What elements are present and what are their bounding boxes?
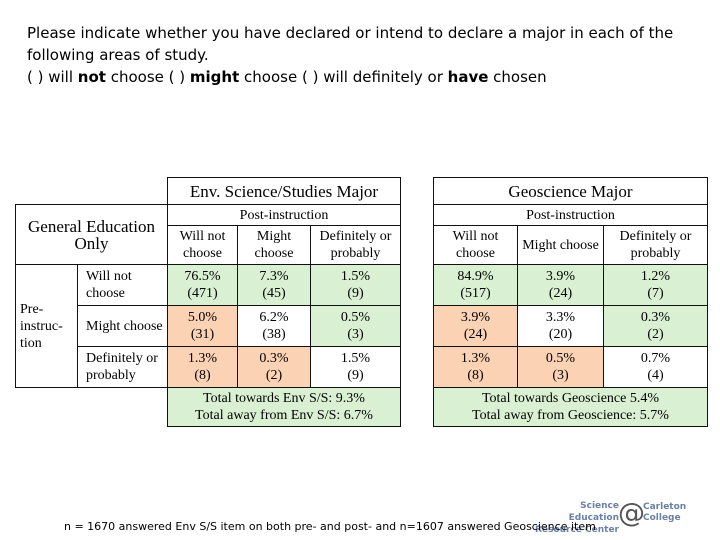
answer-options: ( ) will not choose ( ) might choose ( )…	[27, 66, 697, 88]
env-cell-r1-c1: 76.5% (471)	[167, 264, 238, 306]
geo-post-instruction-header: Post-instruction	[433, 204, 708, 226]
env-science-matrix: Env. Science/Studies Major General Educa…	[15, 177, 401, 427]
row-might-choose: Might choose	[77, 305, 168, 347]
geo-cell-r1-c1: 84.9% (517)	[433, 264, 518, 306]
env-col-might-choose: Might choose	[237, 225, 311, 265]
serc-carleton-logo: Science Education Resource Center @ Carle…	[527, 498, 717, 536]
geo-cell-r2-c1: 3.9% (24)	[433, 305, 518, 347]
geo-cell-r2-c2: 3.3% (20)	[517, 305, 604, 347]
pre-instruction-header: Pre-instruc-tion	[15, 264, 78, 388]
geoscience-matrix: Geoscience Major Post-instruction Will n…	[433, 177, 708, 427]
option-will-not-choose: ( ) will not choose	[27, 68, 164, 86]
row-will-not-choose: Will not choose	[77, 264, 168, 306]
serc-logo-text: Science Education Resource Center	[535, 501, 619, 535]
geo-table-title: Geoscience Major	[433, 177, 708, 205]
geo-col-will-not-choose: Will not choose	[433, 225, 518, 265]
geo-cell-r3-c3: 0.7% (4)	[603, 346, 708, 388]
geo-col-might-choose: Might choose	[517, 225, 604, 265]
env-cell-r1-c3: 1.5% (9)	[310, 264, 401, 306]
general-education-header: General Education Only	[15, 204, 168, 265]
geo-cell-r2-c3: 0.3% (2)	[603, 305, 708, 347]
option-have-chosen: ( ) will definitely or have chosen	[301, 68, 547, 86]
geo-cell-r1-c2: 3.9% (24)	[517, 264, 604, 306]
env-cell-r1-c2: 7.3% (45)	[237, 264, 311, 306]
env-cell-r2-c1: 5.0% (31)	[167, 305, 238, 347]
geo-cell-r3-c2: 0.5% (3)	[517, 346, 604, 388]
env-cell-r3-c3: 1.5% (9)	[310, 346, 401, 388]
sample-size-footnote: n = 1670 answered Env S/S item on both p…	[64, 520, 596, 533]
at-icon: @	[618, 498, 645, 529]
env-cell-r3-c2: 0.3% (2)	[237, 346, 311, 388]
env-table-title: Env. Science/Studies Major	[167, 177, 401, 205]
question-line-1: Please indicate whether you have declare…	[27, 24, 674, 42]
env-cell-r2-c2: 6.2% (38)	[237, 305, 311, 347]
question-line-2: following areas of study.	[27, 46, 209, 64]
option-might-choose: ( ) might choose	[168, 68, 298, 86]
geo-cell-r3-c1: 1.3% (8)	[433, 346, 518, 388]
env-totals: Total towards Env S/S: 9.3% Total away fr…	[167, 387, 401, 427]
geo-cell-r1-c3: 1.2% (7)	[603, 264, 708, 306]
row-definitely: Definitely or probably	[77, 346, 168, 388]
carleton-logo-text: Carleton College	[643, 502, 687, 523]
geo-col-definitely: Definitely or probably	[603, 225, 708, 265]
env-col-definitely: Definitely or probably	[310, 225, 401, 265]
geo-totals: Total towards Geoscience 5.4% Total away …	[433, 387, 708, 427]
env-cell-r2-c3: 0.5% (3)	[310, 305, 401, 347]
env-col-will-not-choose: Will not choose	[167, 225, 238, 265]
survey-question: Please indicate whether you have declare…	[27, 22, 697, 88]
env-cell-r3-c1: 1.3% (8)	[167, 346, 238, 388]
env-post-instruction-header: Post-instruction	[167, 204, 401, 226]
